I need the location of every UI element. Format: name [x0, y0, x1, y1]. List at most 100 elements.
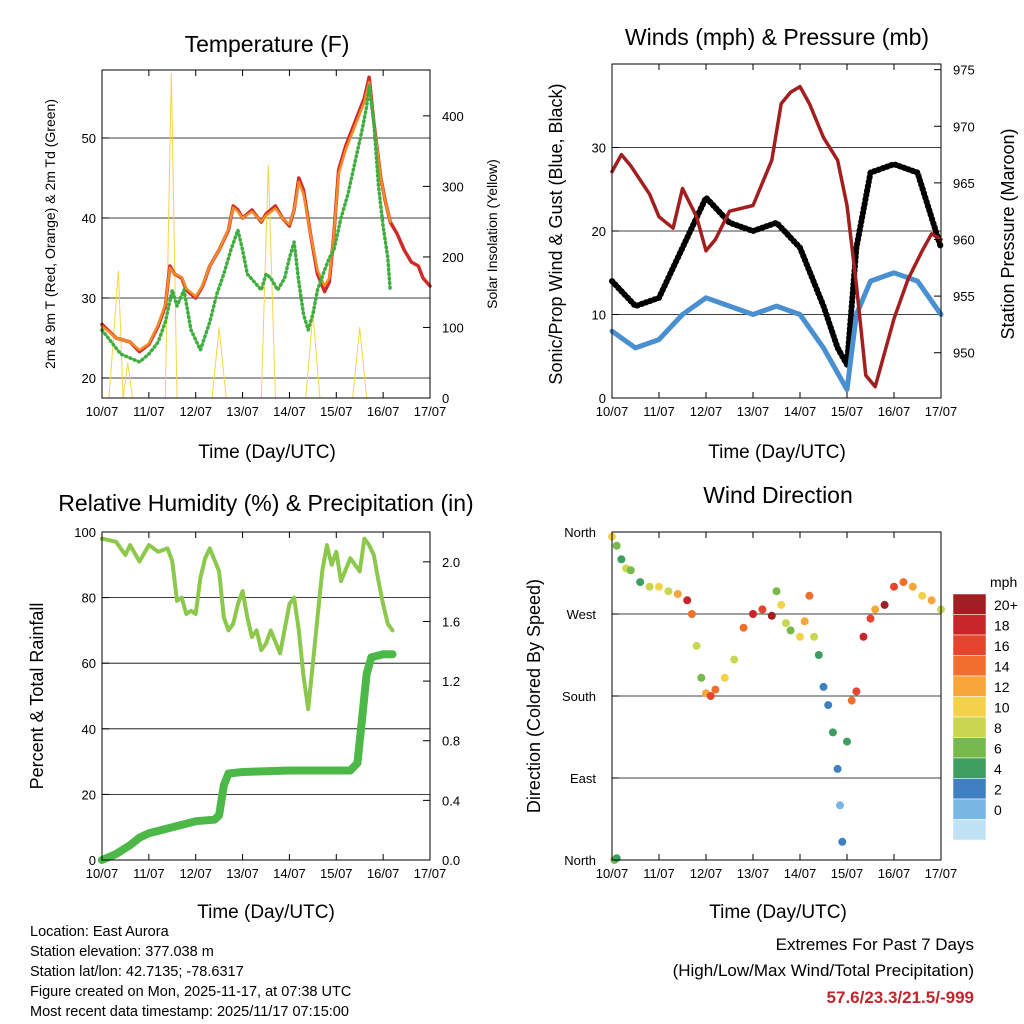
direction-point — [847, 696, 856, 705]
direction-point — [697, 673, 706, 682]
temperature-xtick-label: 10/07 — [86, 404, 119, 419]
winds-xtick-label: 17/07 — [925, 404, 958, 419]
colorbar-label: 18 — [994, 618, 1010, 634]
humidity-xtick-label: 11/07 — [133, 866, 165, 881]
direction-xtick-label: 12/07 — [690, 866, 723, 881]
winds-xtick-label: 15/07 — [831, 404, 864, 419]
colorbar-swatch — [952, 716, 987, 738]
humidity-y2tick-label: 0.0 — [442, 853, 460, 868]
direction-point — [645, 582, 654, 591]
direction-point — [720, 673, 729, 682]
pressure-series — [610, 84, 943, 389]
direction-point — [833, 764, 842, 773]
direction-point — [814, 651, 823, 659]
colorbar-label: 12 — [994, 679, 1010, 695]
direction-point — [692, 641, 701, 650]
direction-xtick-label: 17/07 — [925, 866, 958, 881]
direction-point — [739, 623, 748, 632]
recent-timestamp-text: Most recent data timestamp: 2025/11/17 0… — [30, 1004, 349, 1020]
direction-point — [655, 582, 663, 591]
colorbar-label: 2 — [994, 782, 1002, 798]
direction-xtick-label: 15/07 — [831, 866, 864, 881]
direction-point — [636, 578, 645, 587]
colorbar-swatch — [952, 675, 987, 697]
gust-series — [609, 161, 944, 368]
humidity-frame — [101, 531, 431, 861]
direction-point — [767, 611, 776, 620]
winds-xtick-label: 14/07 — [784, 404, 817, 419]
location-text: Location: East Aurora — [30, 924, 169, 940]
temperature-y2tick-label: 100 — [442, 320, 464, 335]
direction-point — [843, 737, 851, 746]
winds-y2tick-label: 965 — [953, 176, 975, 191]
direction-ytick-label: East — [570, 771, 596, 786]
colorbar-label: 14 — [994, 659, 1010, 675]
temperature-ytick-label: 50 — [82, 131, 96, 146]
direction-xlabel: Time (Day/UTC) — [709, 902, 847, 923]
temperature-xtick-label: 15/07 — [320, 404, 353, 419]
direction-point — [749, 610, 757, 618]
winds-ytick-label: 30 — [592, 141, 606, 156]
winds-xlabel: Time (Day/UTC) — [708, 442, 846, 463]
direction-point — [673, 590, 682, 598]
solar-insolation-series — [108, 73, 368, 399]
direction-frame — [611, 531, 942, 861]
direction-point — [810, 632, 819, 641]
direction-point — [617, 555, 626, 564]
colorbar-swatch — [952, 634, 987, 656]
humidity-xtick-label: 16/07 — [367, 866, 400, 881]
humidity-xtick-label: 17/07 — [414, 866, 447, 881]
direction-point — [859, 632, 868, 641]
colorbar-label: 20+ — [994, 597, 1018, 613]
direction-ytick-label: North — [564, 525, 596, 540]
direction-point — [777, 600, 786, 609]
precipitation-series — [98, 650, 397, 864]
colorbar-label: 0 — [994, 802, 1002, 818]
temperature-ytick-label: 30 — [82, 291, 96, 306]
latlon-text: Station lat/lon: 42.7135; -78.6317 — [30, 964, 244, 980]
direction-ytick-label: South — [562, 689, 596, 704]
winds-ytick-label: 10 — [592, 308, 606, 323]
humidity-ytick-label: 40 — [82, 722, 96, 737]
direction-point — [796, 632, 804, 641]
humidity-xtick-label: 13/07 — [226, 866, 259, 881]
direction-ytick-label: North — [564, 853, 596, 868]
direction-point — [828, 728, 837, 737]
direction-point — [824, 701, 833, 710]
direction-point — [758, 605, 767, 614]
colorbar-swatch — [952, 778, 987, 800]
relative-humidity-series — [100, 536, 395, 712]
colorbar-label: 10 — [994, 700, 1010, 716]
direction-ylabel: Direction (Colored By Speed) — [524, 579, 544, 813]
temperature-y2tick-label: 0 — [442, 391, 449, 406]
colorbar-swatch — [952, 737, 987, 759]
direction-point — [683, 596, 692, 605]
direction-xtick-label: 13/07 — [737, 866, 770, 881]
direction-xtick-label: 11/07 — [643, 866, 675, 881]
humidity-ytick-label: 20 — [82, 787, 96, 802]
colorbar-label: 8 — [994, 720, 1002, 736]
winds-y2tick-label: 955 — [953, 289, 975, 304]
direction-title: Wind Direction — [703, 482, 853, 508]
humidity-ytick-label: 0 — [89, 853, 96, 868]
humidity-xtick-label: 10/07 — [86, 866, 119, 881]
temperature-xtick-label: 12/07 — [179, 404, 212, 419]
humidity-xtick-label: 12/07 — [179, 866, 212, 881]
winds-y2tick-label: 975 — [953, 63, 975, 78]
direction-point — [836, 801, 844, 810]
direction-point — [612, 541, 621, 550]
temperature-xtick-label: 14/07 — [273, 404, 306, 419]
direction-point — [927, 596, 936, 605]
direction-xtick-label: 16/07 — [878, 866, 911, 881]
colorbar-swatch — [952, 696, 987, 718]
humidity-xlabel: Time (Day/UTC) — [197, 902, 335, 923]
direction-point — [838, 837, 847, 846]
colorbar-label: 4 — [994, 761, 1002, 777]
colorbar-swatch — [952, 819, 987, 841]
colorbar-swatch — [952, 593, 987, 615]
colorbar-unit-label: mph — [990, 574, 1017, 590]
direction-point — [899, 578, 908, 587]
wind-series — [609, 270, 944, 393]
colorbar-label: 16 — [994, 638, 1010, 654]
